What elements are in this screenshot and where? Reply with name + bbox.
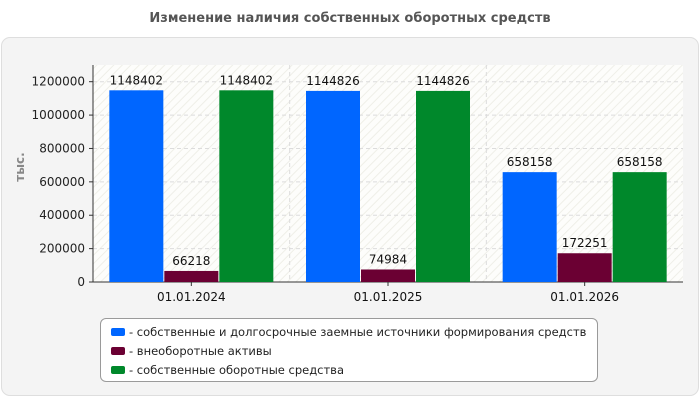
bar bbox=[502, 172, 557, 282]
legend-swatch bbox=[111, 347, 125, 355]
data-label: 74984 bbox=[369, 252, 407, 266]
legend-label: - внеоборотные активы bbox=[129, 344, 272, 358]
x-tick-label: 01.01.2024 bbox=[157, 290, 226, 304]
data-label: 658158 bbox=[507, 155, 553, 169]
y-tick-label: 1000000 bbox=[32, 108, 85, 122]
bar bbox=[306, 90, 360, 282]
data-label: 658158 bbox=[617, 155, 663, 169]
data-label: 1144826 bbox=[306, 74, 359, 88]
legend-item: - собственные и долгосрочные заемные ист… bbox=[111, 323, 586, 341]
legend: - собственные и долгосрочные заемные ист… bbox=[100, 318, 598, 382]
legend-item: - собственные оборотные средства bbox=[111, 361, 344, 379]
y-tick-label: 600000 bbox=[39, 175, 85, 189]
plot-background bbox=[93, 65, 683, 282]
bar bbox=[612, 172, 667, 282]
bar bbox=[557, 253, 612, 282]
legend-swatch bbox=[111, 366, 125, 374]
y-axis-label: тыс. bbox=[13, 152, 27, 181]
y-tick-label: 200000 bbox=[39, 242, 85, 256]
legend-label: - собственные оборотные средства bbox=[129, 363, 345, 377]
data-label: 66218 bbox=[172, 254, 210, 268]
bar bbox=[219, 90, 274, 282]
data-label: 1148402 bbox=[220, 73, 273, 87]
bar bbox=[164, 270, 219, 282]
legend-label: - собственные и долгосрочные заемные ист… bbox=[129, 325, 587, 339]
bar bbox=[416, 90, 470, 282]
data-label: 172251 bbox=[562, 236, 608, 250]
y-tick-label: 1200000 bbox=[32, 75, 85, 89]
data-label: 1144826 bbox=[416, 74, 469, 88]
y-tick-label: 800000 bbox=[39, 141, 85, 155]
x-tick-label: 01.01.2026 bbox=[550, 290, 619, 304]
bar bbox=[109, 90, 164, 282]
bar bbox=[361, 269, 415, 282]
legend-item: - внеоборотные активы bbox=[111, 342, 272, 360]
y-tick-label: 0 bbox=[77, 275, 85, 289]
data-label: 1148402 bbox=[110, 73, 163, 87]
legend-swatch bbox=[111, 328, 125, 336]
x-tick-label: 01.01.2025 bbox=[354, 290, 423, 304]
chart-title: Изменение наличия собственных оборотных … bbox=[149, 11, 551, 26]
y-tick-label: 400000 bbox=[39, 208, 85, 222]
